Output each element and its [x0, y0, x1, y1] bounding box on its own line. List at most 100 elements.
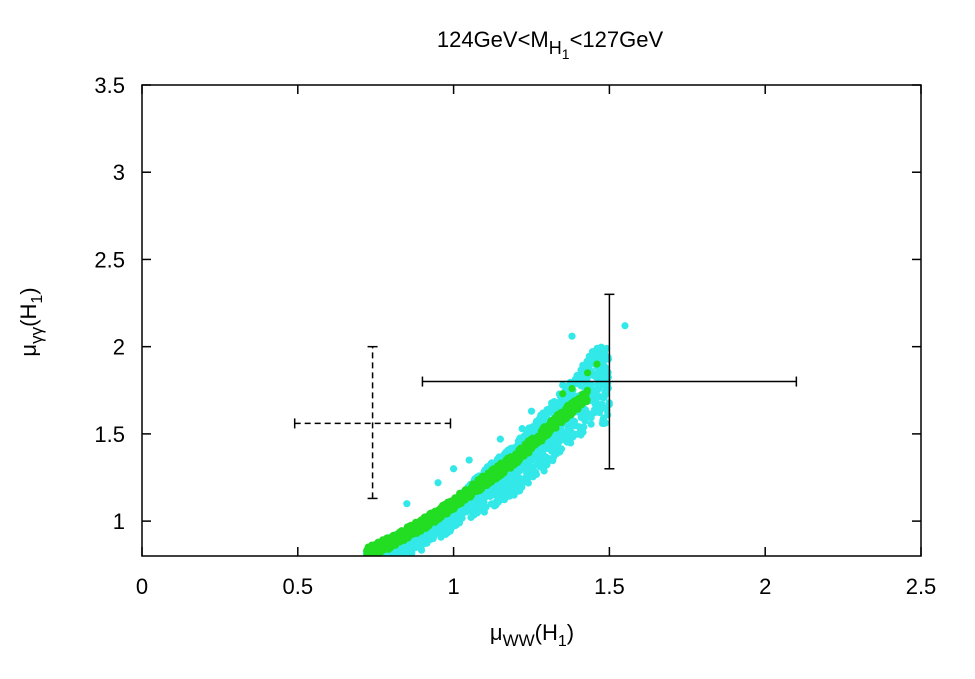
chart-title-sub2: 1 [562, 46, 570, 62]
cyan-point [518, 425, 526, 433]
green-point [506, 457, 514, 465]
cyan-point [546, 405, 554, 413]
cyan-point [600, 357, 608, 365]
cyan-point [568, 332, 576, 340]
cyan-point [493, 490, 501, 498]
green-point [407, 522, 415, 531]
green-point [546, 428, 554, 436]
cyan-point [511, 470, 519, 478]
cyan-point [559, 381, 567, 389]
axes: 0 0.5 1 1.5 2 2.5 1 1.5 2 2.5 3 3.5 [94, 73, 936, 599]
cyan-point [491, 500, 499, 508]
green-point [583, 369, 592, 377]
green-point [593, 360, 601, 368]
cyan-point [595, 346, 603, 354]
x-tick-label: 2.5 [906, 574, 937, 599]
green-point [426, 515, 434, 523]
y-tick-label: 2.5 [94, 247, 125, 272]
green-point [454, 501, 462, 509]
chart-title: 124GeV<MH1<127GeV [437, 27, 664, 62]
cyan-point [465, 456, 473, 464]
cyan-point [600, 380, 608, 389]
green-point [549, 422, 557, 430]
x-tick-label: 1.5 [594, 574, 625, 599]
cyan-point [587, 420, 595, 428]
cyan-point [600, 394, 608, 402]
x-axis-title-close: ) [567, 620, 574, 645]
x-tick-label: 0.5 [283, 574, 314, 599]
green-point [446, 499, 454, 507]
cyan-point [549, 457, 557, 465]
cyan-point [532, 468, 540, 476]
green-point [568, 384, 576, 393]
cyan-point [426, 532, 434, 540]
y-axis-title-sub2: 1 [29, 295, 46, 304]
cyan-point [527, 407, 536, 415]
cyan-point [496, 435, 504, 443]
cyan-point [552, 441, 560, 449]
x-axis-title-sub2: 1 [558, 633, 567, 650]
chart-title-main: 124GeV<M [437, 27, 549, 52]
cyan-point [567, 433, 576, 441]
y-axis-title: μγγ(H1) [16, 287, 46, 356]
cyan-point [450, 465, 458, 473]
green-point [555, 413, 563, 421]
cyan-point [583, 357, 591, 365]
cyan-point [491, 485, 499, 493]
green-point [415, 520, 423, 528]
cyan-point [575, 371, 583, 380]
x-axis-title-main: μ [490, 620, 503, 645]
green-point [484, 478, 492, 486]
cyan-point [468, 507, 476, 515]
green-point [526, 441, 535, 449]
y-tick-label: 1 [113, 509, 125, 534]
cyan-point [621, 322, 629, 330]
chart-title-suffix: <127GeV [570, 27, 664, 52]
cyan-point [403, 500, 411, 508]
green-point [559, 390, 567, 398]
cyan-point [519, 479, 527, 487]
x-axis-title: μWW(H1) [490, 620, 574, 650]
green-point [420, 518, 428, 526]
x-tick-label: 1 [447, 574, 459, 599]
y-axis-title-close: ) [16, 287, 41, 294]
green-point [474, 476, 482, 484]
cyan-point [519, 464, 527, 472]
cyan-point [539, 409, 547, 417]
y-tick-label: 2 [113, 335, 125, 360]
cyan-point [502, 448, 510, 456]
green-point [377, 543, 385, 551]
cyan-point [548, 399, 556, 407]
green-point [379, 536, 387, 544]
cyan-point [526, 465, 534, 473]
green-point [512, 456, 520, 464]
y-tick-label: 3.5 [94, 73, 125, 98]
cyan-point [510, 491, 518, 499]
green-point [492, 470, 500, 478]
green-point [536, 437, 544, 445]
cyan-point [433, 525, 441, 533]
green-point [412, 529, 420, 537]
plot-frame [141, 84, 922, 557]
cyan-point [577, 366, 585, 374]
cyan-point [502, 481, 510, 490]
cyan-point [406, 547, 414, 555]
cyan-point [444, 527, 452, 535]
cyan-point [597, 370, 605, 378]
cyan-point [539, 451, 548, 459]
cyan-point [591, 397, 600, 405]
cyan-point [590, 355, 598, 363]
y-tick-label: 3 [113, 160, 125, 185]
cyan-point [528, 423, 537, 431]
cyan-point [548, 447, 556, 455]
cyan-point [557, 445, 566, 453]
cyan-point [591, 372, 599, 380]
green-point [582, 392, 590, 400]
y-axis-title-main: μ [16, 344, 41, 357]
x-tick-label: 2 [759, 574, 771, 599]
cyan-point [486, 492, 494, 500]
y-axis-title-suffix: (H [16, 304, 41, 327]
error-bars [293, 293, 798, 500]
green-point [502, 462, 510, 471]
